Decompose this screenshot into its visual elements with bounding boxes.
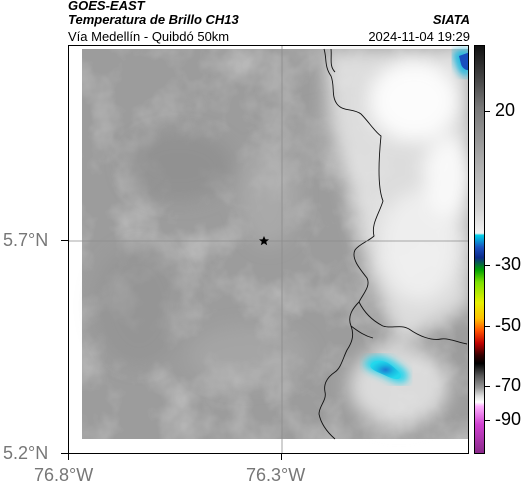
colorbar-label-minus30: -30 xyxy=(495,254,522,274)
x-tick-label-2: 76.3°W xyxy=(246,465,306,485)
cold-cloud-tops xyxy=(364,49,468,383)
bright-cloud-east xyxy=(324,49,468,426)
administrative-borders xyxy=(318,48,468,440)
y-tick-mark-1 xyxy=(61,240,68,241)
graticule xyxy=(69,46,468,453)
x-tick-mark-1 xyxy=(68,454,69,460)
x-tick-label-1: 76.8°W xyxy=(34,465,94,485)
colorbar-tick-minus90 xyxy=(485,420,490,421)
colorbar-label-minus90: -90 xyxy=(495,409,522,429)
y-tick-label-1: 5.7°N xyxy=(3,230,49,250)
colorbar-tick-minus30 xyxy=(485,265,490,266)
colorbar-label-20: 20 xyxy=(495,100,516,120)
star-icon xyxy=(259,236,269,246)
y-tick-label-2: 5.2°N xyxy=(3,443,49,463)
y-tick-mark-2 xyxy=(61,453,68,454)
product-title: Temperatura de Brillo CH13 xyxy=(68,12,239,27)
colorbar-tick-minus50 xyxy=(485,326,490,327)
satellite-source-label: GOES-EAST xyxy=(68,0,145,13)
colorbar-label-minus50: -50 xyxy=(495,315,522,335)
satellite-map[interactable] xyxy=(68,45,469,454)
credit-label: SIATA xyxy=(432,12,470,27)
map-canvas xyxy=(69,46,468,453)
colorbar-label-minus70: -70 xyxy=(495,375,522,395)
temperature-colorbar xyxy=(474,45,485,454)
colorbar-tick-20 xyxy=(485,111,490,112)
timestamp-label: 2024-11-04 19:29 xyxy=(368,29,470,44)
colorbar-tick-minus70 xyxy=(485,386,490,387)
x-tick-mark-2 xyxy=(281,454,282,460)
region-subtitle: Vía Medellín - Quibdó 50km xyxy=(68,29,230,44)
